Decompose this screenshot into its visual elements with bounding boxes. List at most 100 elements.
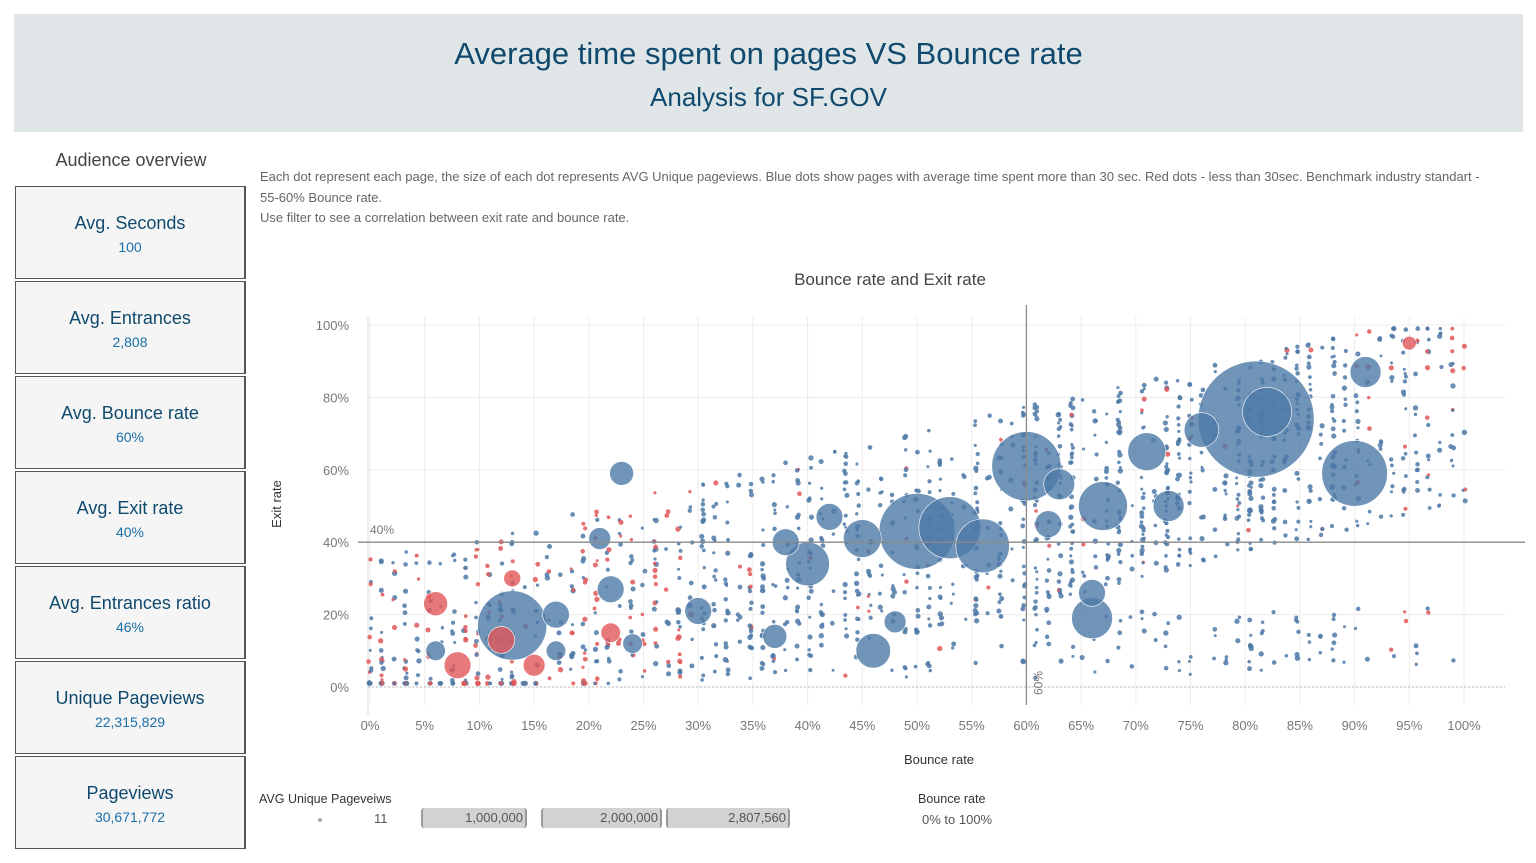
kpi-value: 46%	[115, 619, 145, 635]
data-point-small	[973, 419, 978, 424]
data-point-small	[1354, 409, 1359, 414]
data-point-small	[1378, 336, 1382, 341]
data-point-small	[927, 585, 933, 591]
data-point-small	[642, 568, 648, 574]
data-point-small	[1177, 659, 1181, 664]
scatter-chart[interactable]: 0% 5% 10% 15% 20% 25% 30% 35% 40% 45% 50% 55% 60% 65%…	[260, 295, 1528, 775]
data-point-small	[855, 630, 860, 635]
data-point-small	[1450, 349, 1455, 354]
data-point-small	[1142, 536, 1146, 540]
data-point-small	[1058, 553, 1064, 559]
data-point-small	[617, 604, 622, 608]
bounce-rate-filter-value[interactable]: 0% to 100%	[922, 812, 993, 827]
data-point-small	[629, 554, 634, 559]
data-point-small	[797, 621, 802, 626]
data-point-small	[642, 669, 647, 673]
data-point-small	[1068, 506, 1073, 510]
data-point-small	[1118, 390, 1123, 396]
data-point-small	[1094, 452, 1099, 457]
data-point-small	[711, 601, 716, 607]
data-point-small	[879, 477, 884, 482]
data-point-small	[1175, 562, 1181, 567]
data-point-small	[676, 619, 681, 625]
data-point-small	[1258, 651, 1264, 657]
data-point-small	[1330, 647, 1334, 651]
data-point-small	[1246, 518, 1251, 522]
data-point-small	[1176, 614, 1182, 620]
data-point-small	[1140, 617, 1144, 621]
data-point-small	[866, 487, 871, 492]
data-point-small	[664, 619, 670, 625]
data-point-small	[380, 681, 384, 686]
data-point-small	[795, 478, 800, 483]
data-point-small	[785, 585, 790, 590]
data-point-small	[451, 552, 457, 557]
data-point-small	[973, 423, 977, 428]
data-point-small	[1223, 660, 1229, 666]
data-point-small	[1056, 434, 1061, 438]
data-point-small	[653, 491, 657, 495]
data-point-small	[522, 585, 527, 590]
data-point-small	[927, 428, 931, 433]
data-point-small	[973, 602, 979, 609]
data-point-small	[771, 582, 775, 587]
data-point-small	[653, 660, 659, 667]
data-point-small	[999, 643, 1004, 649]
data-point-small	[1151, 488, 1157, 494]
data-point-small	[594, 513, 598, 518]
data-point-small	[1390, 379, 1394, 384]
data-point-small	[807, 481, 812, 485]
data-point-small	[367, 634, 373, 640]
data-point-small	[1103, 468, 1110, 475]
data-point-small	[569, 567, 573, 571]
data-point-small	[1222, 516, 1228, 522]
data-point-small	[808, 537, 814, 543]
data-point-small	[1128, 615, 1133, 619]
data-point-small	[1296, 477, 1301, 481]
data-point-small	[820, 486, 824, 490]
data-point-small	[1140, 574, 1144, 578]
data-point-small	[594, 659, 600, 664]
kpi-label: Avg. Exit rate	[76, 498, 184, 518]
data-point-small	[903, 666, 908, 671]
data-point-small	[414, 681, 419, 686]
data-point-small	[593, 681, 597, 686]
data-point-small	[1105, 658, 1110, 664]
reference-label-bounce: 60%	[1031, 671, 1045, 695]
data-point-small	[877, 591, 882, 596]
data-point-small	[475, 582, 481, 587]
data-point	[1242, 387, 1292, 437]
data-point-small	[402, 681, 407, 686]
data-point-small	[747, 589, 753, 594]
data-point-small	[1330, 402, 1334, 407]
data-point-small	[1271, 660, 1277, 665]
data-point-small	[618, 519, 624, 525]
kpi-label: Avg. Seconds	[74, 213, 186, 233]
data-point-small	[1116, 547, 1122, 554]
data-point-small	[1093, 476, 1099, 482]
data-point-small	[1402, 367, 1406, 371]
y-tick-label: 40%	[323, 535, 349, 550]
data-point-small	[1153, 638, 1158, 643]
data-point-small	[986, 585, 991, 590]
data-point-small	[782, 595, 788, 601]
data-point-small	[1426, 422, 1431, 428]
data-point-small	[474, 615, 478, 620]
data-point-small	[785, 505, 789, 509]
data-point-small	[1389, 463, 1394, 468]
data-point-small	[1141, 382, 1147, 388]
data-point-small	[1236, 548, 1240, 552]
data-point-small	[1389, 457, 1394, 462]
data-point-small	[725, 500, 729, 504]
data-point-small	[569, 630, 575, 636]
data-point-small	[843, 673, 848, 678]
data-point-small	[438, 562, 443, 566]
data-point-small	[1438, 493, 1442, 497]
data-point-small	[1401, 512, 1406, 517]
data-point-small	[1153, 560, 1159, 566]
kpi-value: 30,671,772	[94, 809, 166, 825]
data-point-small	[699, 533, 705, 540]
data-point-small	[462, 681, 468, 686]
data-point-small	[783, 648, 787, 652]
data-point-small	[678, 660, 683, 665]
